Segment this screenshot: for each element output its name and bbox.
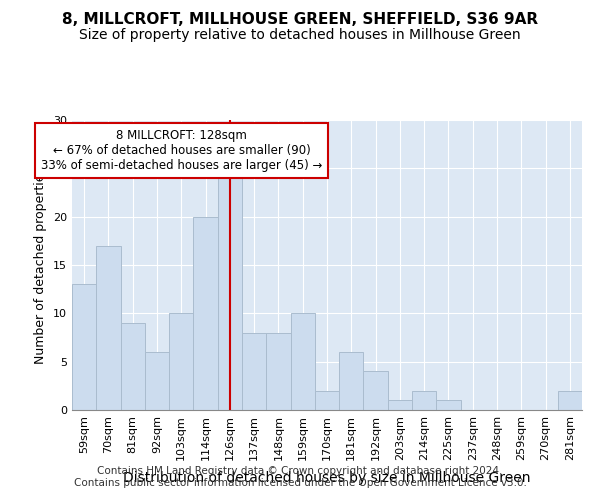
Bar bbox=[72, 284, 96, 410]
Bar bbox=[290, 314, 315, 410]
Bar bbox=[145, 352, 169, 410]
Bar bbox=[96, 246, 121, 410]
Bar bbox=[121, 323, 145, 410]
Bar bbox=[339, 352, 364, 410]
Bar bbox=[193, 216, 218, 410]
Bar bbox=[266, 332, 290, 410]
Bar bbox=[388, 400, 412, 410]
Bar bbox=[242, 332, 266, 410]
Bar bbox=[315, 390, 339, 410]
Bar bbox=[412, 390, 436, 410]
Bar bbox=[558, 390, 582, 410]
Text: 8, MILLCROFT, MILLHOUSE GREEN, SHEFFIELD, S36 9AR: 8, MILLCROFT, MILLHOUSE GREEN, SHEFFIELD… bbox=[62, 12, 538, 28]
Text: Contains HM Land Registry data © Crown copyright and database right 2024.
Contai: Contains HM Land Registry data © Crown c… bbox=[74, 466, 526, 487]
Bar bbox=[218, 178, 242, 410]
Bar bbox=[169, 314, 193, 410]
Bar bbox=[364, 372, 388, 410]
Bar bbox=[436, 400, 461, 410]
Text: 8 MILLCROFT: 128sqm
← 67% of detached houses are smaller (90)
33% of semi-detach: 8 MILLCROFT: 128sqm ← 67% of detached ho… bbox=[41, 128, 322, 172]
X-axis label: Distribution of detached houses by size in Millhouse Green: Distribution of detached houses by size … bbox=[123, 471, 531, 485]
Text: Size of property relative to detached houses in Millhouse Green: Size of property relative to detached ho… bbox=[79, 28, 521, 42]
Y-axis label: Number of detached properties: Number of detached properties bbox=[34, 166, 47, 364]
